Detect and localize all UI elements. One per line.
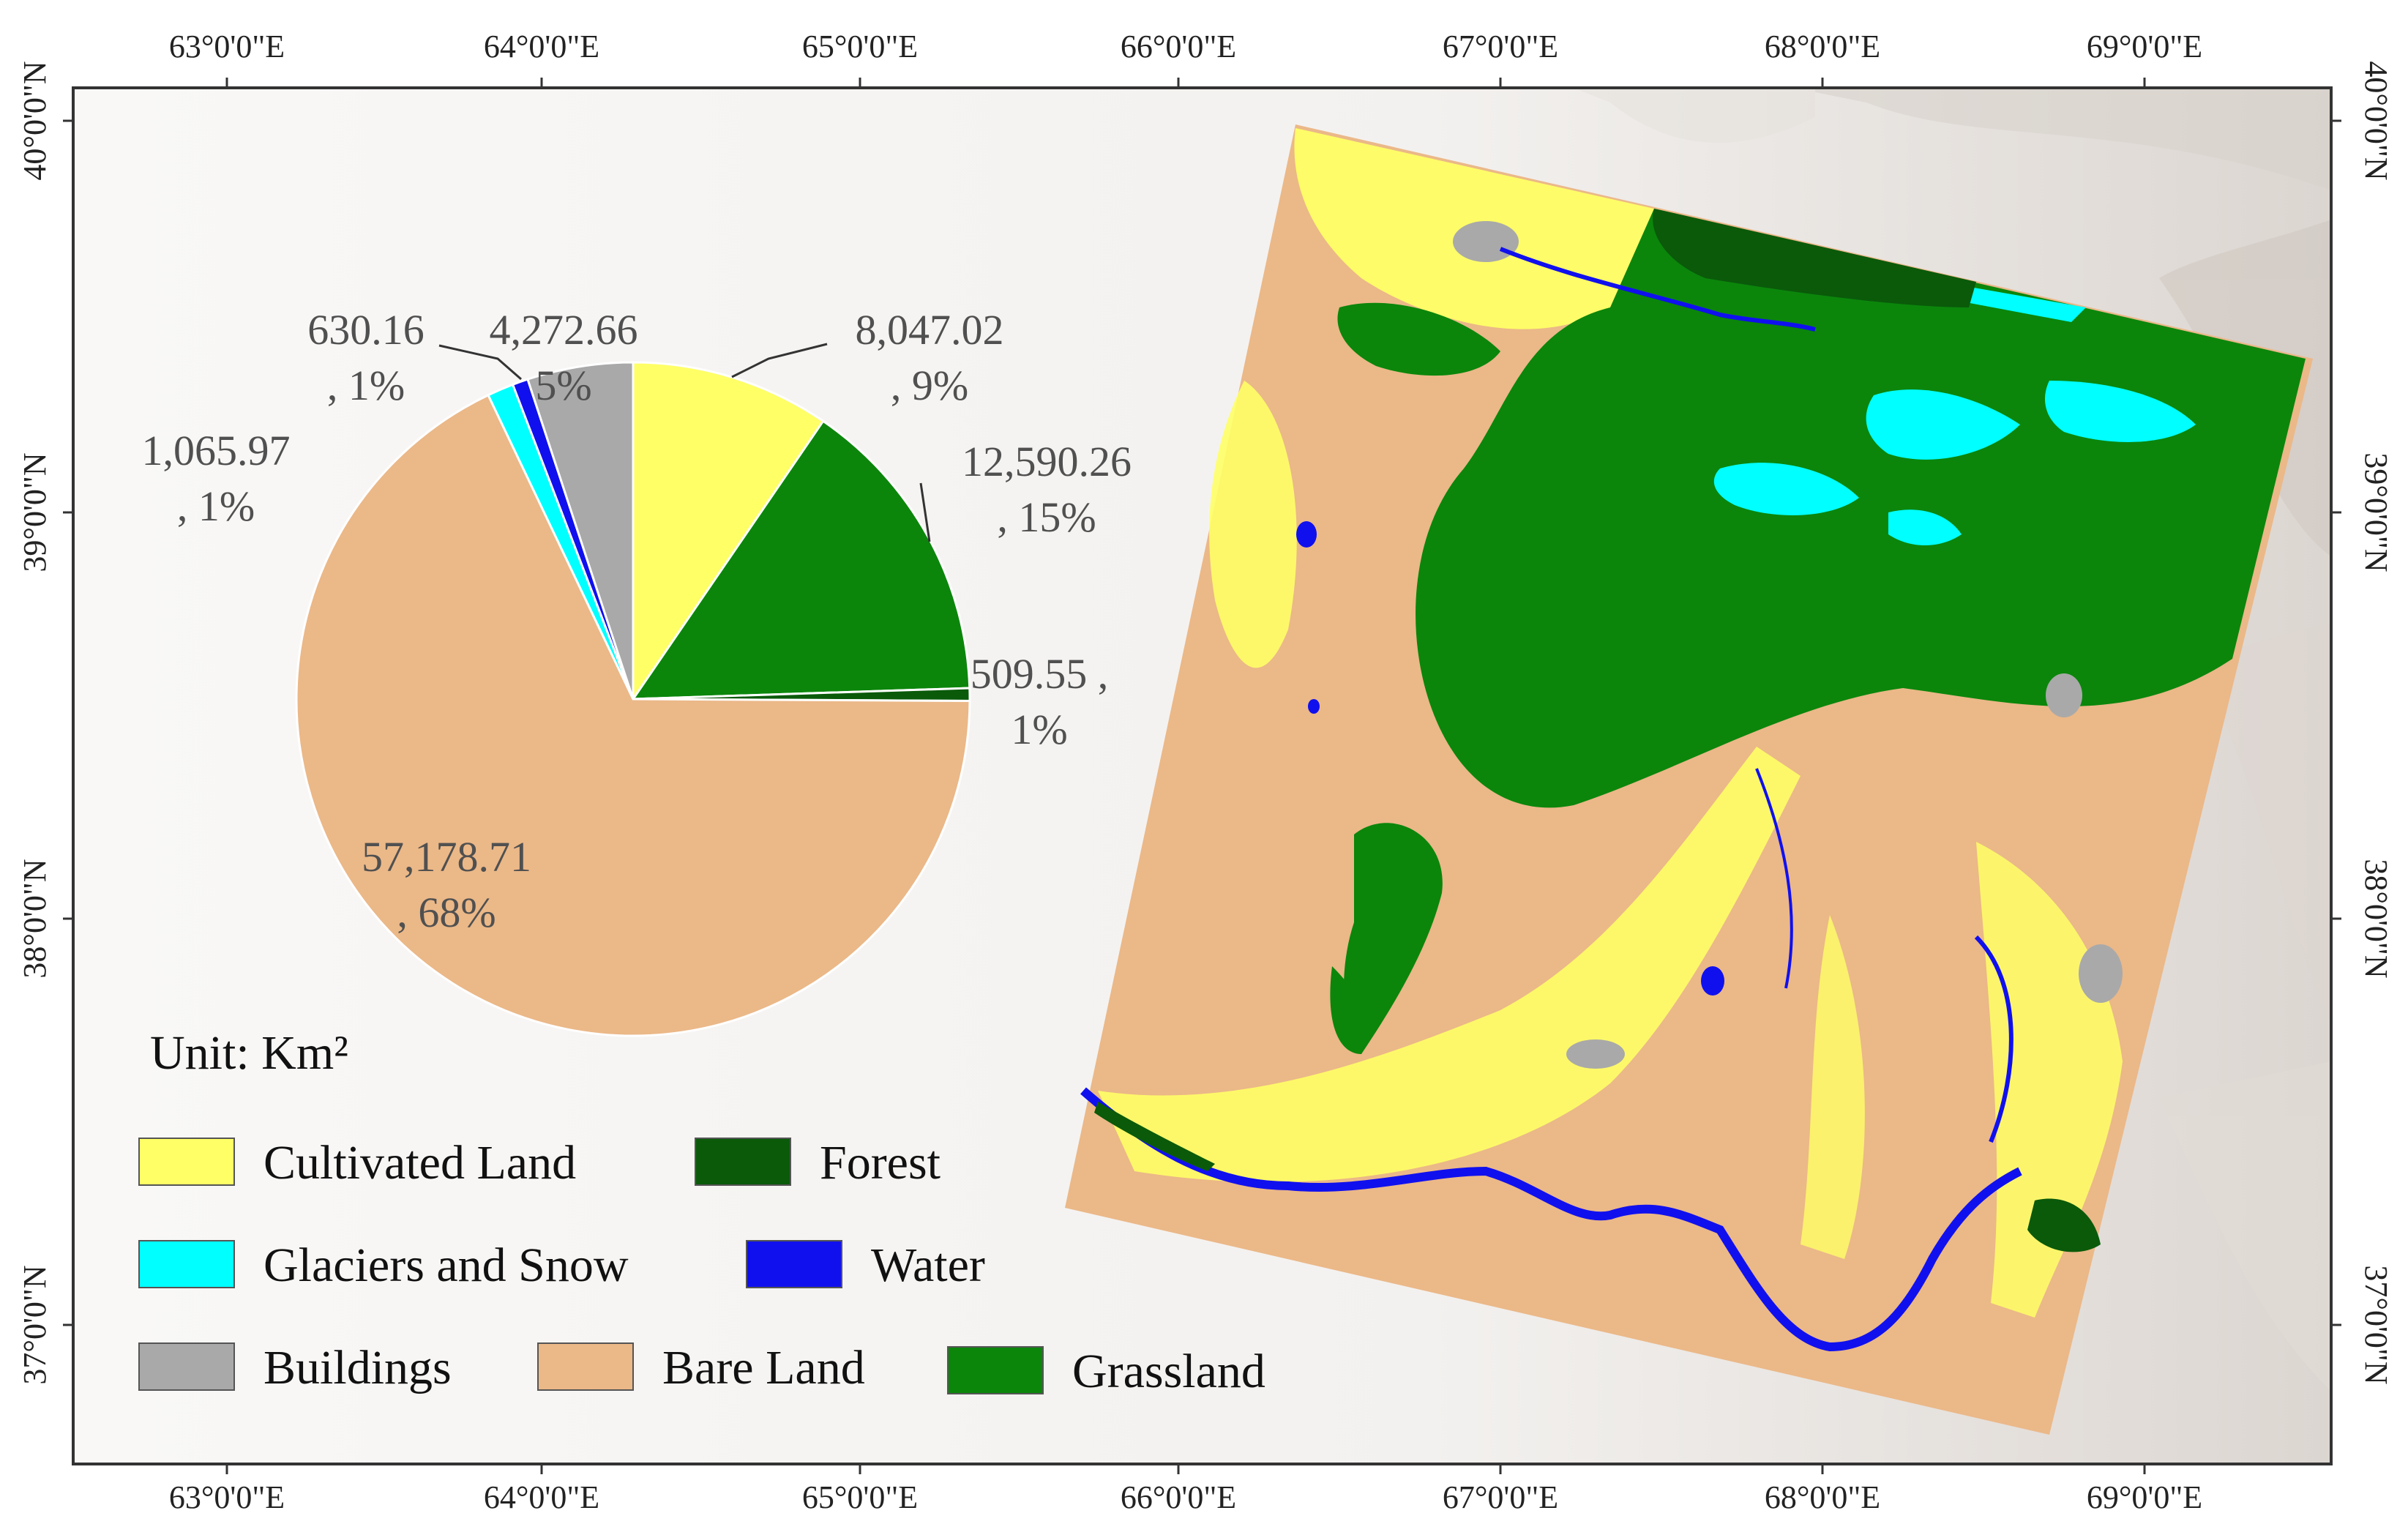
classified-land-cover-raster — [1065, 124, 2313, 1435]
legend-label-glacier: Glaciers and Snow — [263, 1239, 629, 1292]
pie-label-value: 1,065.97 — [142, 427, 291, 474]
legend-swatch-buildings — [138, 1342, 235, 1391]
coordinate-ticks: 63°0'0"E 64°0'0"E 65°0'0"E 66°0'0"E 67°0'0"E… — [17, 29, 2394, 1515]
pie-label-value: 8,047.02 — [856, 306, 1004, 354]
grassland-patch-nw — [1337, 302, 1500, 376]
left-tick-label: 39°0'0"N — [17, 452, 53, 572]
glacier-areas — [1713, 285, 2196, 545]
pie-label-percent: , 1% — [177, 482, 255, 530]
right-tick-label: 39°0'0"N — [2358, 452, 2394, 572]
left-tick-label: 37°0'0"N — [17, 1265, 53, 1384]
pie-label-value: 4,272.66 — [490, 306, 638, 354]
grassland-patch-s — [1330, 966, 1367, 1054]
legend-swatch-water — [746, 1240, 842, 1288]
water-rivers — [1080, 247, 2022, 1352]
cultivated-area-center — [1801, 915, 1865, 1259]
top-tick-label: 64°0'0"E — [484, 29, 599, 64]
grassland-area — [1416, 209, 2306, 808]
legend-label-bare: Bare Land — [662, 1341, 865, 1394]
top-tick-label: 68°0'0"E — [1765, 29, 1880, 64]
bottom-tick-label: 66°0'0"E — [1121, 1479, 1236, 1515]
cultivated-area-river — [1098, 747, 1801, 1182]
pie-slice-bare — [295, 393, 971, 1037]
bottom-tick-label: 69°0'0"E — [2087, 1479, 2202, 1515]
map-frame — [72, 86, 2333, 1465]
pie-slice-buildings — [526, 361, 635, 700]
legend-label-grassland: Grassland — [1072, 1345, 1265, 1398]
pie-label-percent: , 9% — [891, 362, 968, 409]
bottom-tick-label: 63°0'0"E — [169, 1479, 285, 1515]
pie-leader-line — [919, 482, 931, 542]
top-tick-label: 65°0'0"E — [802, 29, 918, 64]
unit-label: Unit: Km² — [150, 1026, 348, 1080]
pie-label-percent: , 1% — [327, 362, 405, 409]
right-tick-label: 40°0'0"N — [2358, 61, 2394, 180]
bottom-tick-label: 68°0'0"E — [1765, 1479, 1880, 1515]
area-pie-chart — [295, 361, 971, 1037]
pie-leader-line — [731, 343, 828, 378]
legend-label-buildings: Buildings — [263, 1341, 452, 1394]
top-tick-label: 69°0'0"E — [2087, 29, 2202, 64]
right-tick-label: 37°0'0"N — [2358, 1265, 2394, 1384]
bottom-tick-label: 67°0'0"E — [1443, 1479, 1558, 1515]
bottom-tick-label: 64°0'0"E — [484, 1479, 599, 1515]
legend-label-water: Water — [871, 1239, 985, 1292]
pie-label-percent: 1% — [1011, 706, 1067, 753]
pie-labels: 8,047.02 , 9% 12,590.26 , 15% 509.55 , 1% 57,1… — [142, 306, 1132, 936]
pie-label-value: 630.16 — [307, 306, 425, 354]
grassland-patch-sw — [1344, 823, 1443, 1054]
legend-swatch-bare — [537, 1342, 634, 1391]
left-tick-label: 40°0'0"N — [17, 61, 53, 180]
pie-label-value: 12,590.26 — [962, 438, 1132, 485]
legend-swatch-grassland — [947, 1346, 1044, 1394]
top-tick-label: 63°0'0"E — [169, 29, 285, 64]
bottom-tick-label: 65°0'0"E — [802, 1479, 918, 1515]
legend-swatch-glacier — [138, 1240, 235, 1288]
left-tick-label: 38°0'0"N — [17, 859, 53, 978]
legend: Cultivated Land Forest Glaciers and Snow Wa… — [138, 1136, 1265, 1398]
legend-label-cultivated: Cultivated Land — [263, 1136, 576, 1189]
top-tick-label: 66°0'0"E — [1121, 29, 1236, 64]
pie-label-value: 57,178.71 — [362, 833, 531, 881]
legend-label-forest: Forest — [820, 1136, 941, 1189]
legend-swatch-forest — [695, 1138, 791, 1186]
forest-areas — [1094, 209, 2101, 1252]
water-lakes — [1296, 521, 1724, 996]
pie-label-percent: , 15% — [997, 493, 1096, 541]
legend-swatch-cultivated — [138, 1138, 235, 1186]
top-tick-label: 67°0'0"E — [1443, 29, 1558, 64]
right-tick-label: 38°0'0"N — [2358, 859, 2394, 978]
pie-leader-line — [438, 344, 522, 381]
pie-label-percent: , 68% — [397, 889, 496, 936]
cultivated-area-west — [1209, 381, 1297, 668]
pie-label-percent: 5% — [535, 362, 591, 409]
pie-label-value: 509.55 , — [971, 650, 1109, 698]
